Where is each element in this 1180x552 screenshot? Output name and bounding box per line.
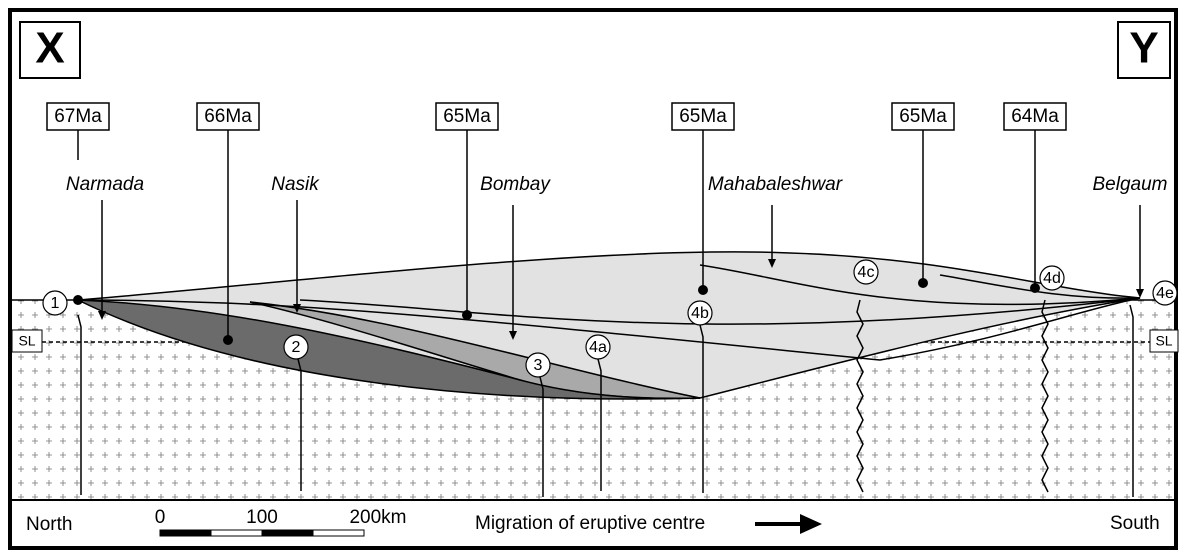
age-label: 66Ma <box>204 106 252 127</box>
centre-circle <box>525 352 551 378</box>
centre-circle <box>585 334 611 360</box>
age-label: 65Ma <box>899 106 947 127</box>
centre-label: 4e <box>1156 285 1174 302</box>
feeder <box>1041 299 1049 493</box>
age-label: 65Ma <box>443 106 491 127</box>
place-arrowhead <box>1136 289 1144 298</box>
age-label: 67Ma <box>54 106 102 127</box>
age-label: 64Ma <box>1011 106 1059 127</box>
centre-circle <box>42 290 68 316</box>
centre-circle <box>687 300 713 326</box>
centre-circle <box>1152 280 1178 306</box>
centre-label: 4b <box>691 305 709 322</box>
feeder <box>597 358 602 491</box>
sl-label: SL <box>18 333 35 349</box>
place-arrowhead <box>293 304 301 313</box>
sl-box <box>1149 329 1179 353</box>
place-arrowhead <box>509 331 517 340</box>
sl-label: SL <box>1155 333 1172 349</box>
migration-arrowhead <box>800 514 822 534</box>
centre-label: 3 <box>534 357 543 374</box>
scale-label: 100 <box>246 507 278 528</box>
scale-bar <box>159 529 365 537</box>
centre-label: 1 <box>51 295 60 312</box>
age-box <box>671 102 735 131</box>
feeder <box>699 324 704 493</box>
age-dot <box>698 285 708 295</box>
feeder <box>539 376 544 497</box>
centre-label: 4a <box>589 339 607 356</box>
centre-circle <box>1039 265 1065 291</box>
south-label: South <box>1110 513 1160 534</box>
corner-box <box>19 21 81 79</box>
scale-label: 200km <box>349 507 406 528</box>
north-label: North <box>26 514 72 535</box>
age-dot <box>462 310 472 320</box>
place-label: Narmada <box>66 174 144 195</box>
age-dot <box>918 278 928 288</box>
age-box <box>891 102 955 131</box>
age-dot <box>223 335 233 345</box>
age-box <box>435 102 499 131</box>
place-arrowhead <box>768 259 776 268</box>
lava-pile <box>75 251 1141 400</box>
corner-box <box>1117 21 1171 79</box>
feeder <box>856 299 864 493</box>
feeder <box>1129 304 1134 497</box>
feeder <box>77 314 82 495</box>
age-dot <box>73 295 83 305</box>
centre-label: 4d <box>1043 270 1061 287</box>
centre-label: 2 <box>292 339 301 356</box>
sl-box <box>11 329 43 353</box>
centre-label: 4c <box>858 264 875 281</box>
corner-label: Y <box>1129 24 1158 73</box>
age-box <box>46 102 110 131</box>
migration-label: Migration of eruptive centre <box>475 513 705 534</box>
place-label: Mahabaleshwar <box>708 174 843 195</box>
centre-circle <box>853 259 879 285</box>
scale-label: 0 <box>155 507 166 528</box>
feeder <box>297 358 302 491</box>
place-label: Bombay <box>480 174 551 195</box>
feeders <box>77 299 1134 497</box>
place-arrowhead <box>98 311 106 320</box>
place-label: Nasik <box>271 174 320 195</box>
age-box <box>1003 102 1067 131</box>
corner-label: X <box>35 24 64 73</box>
centre-circle <box>283 334 309 360</box>
age-box <box>196 102 260 131</box>
age-label: 65Ma <box>679 106 727 127</box>
age-dot <box>1030 283 1040 293</box>
place-label: Belgaum <box>1093 174 1168 195</box>
